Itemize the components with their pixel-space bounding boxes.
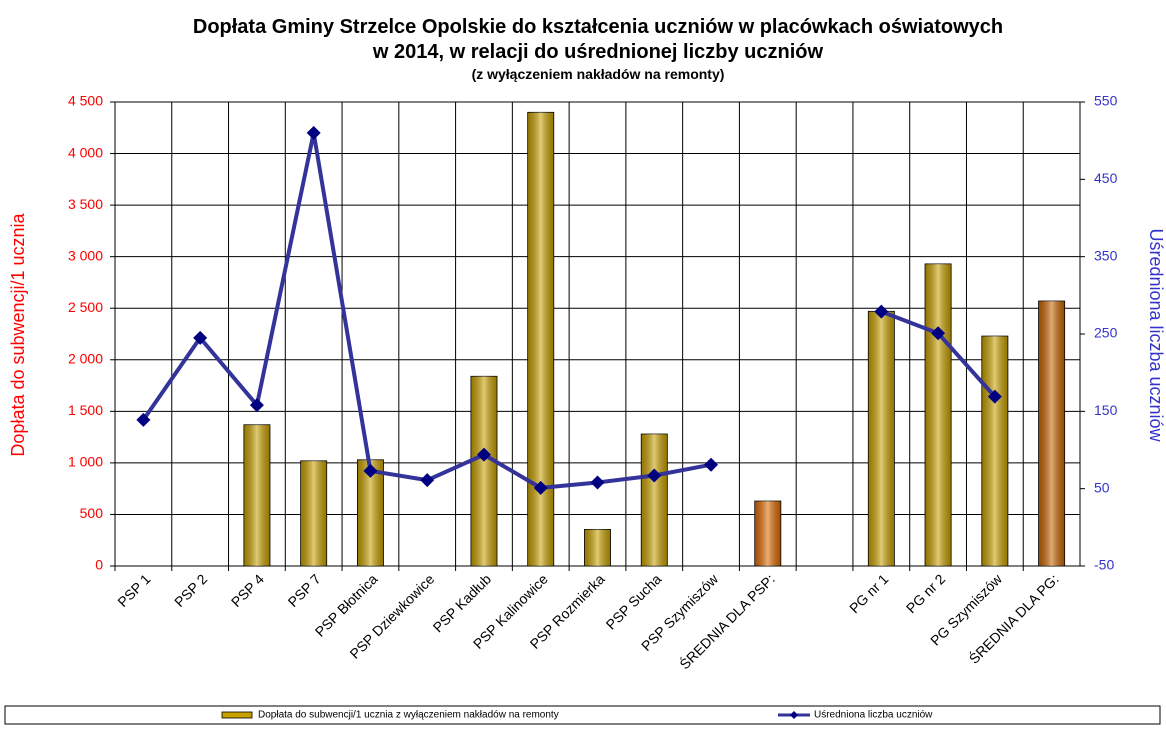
- bar-shade: [868, 311, 895, 566]
- line-marker: [590, 475, 605, 490]
- y-axis-title: Dopłata do subwencji/1 ucznia: [8, 212, 28, 456]
- bar-shade: [527, 112, 554, 567]
- chart-subtitle: (z wyłączeniem nakładów na remonty): [472, 66, 725, 82]
- y-tick-label: 500: [80, 505, 104, 521]
- y2-tick-label: 250: [1094, 325, 1118, 341]
- y2-tick-label: -50: [1094, 557, 1114, 573]
- line-marker: [533, 480, 548, 495]
- y-tick-label: 3 500: [68, 196, 103, 212]
- x-tick-label: PSP 1: [114, 571, 153, 610]
- y-tick-label: 2 000: [68, 350, 103, 366]
- bar-shade: [243, 424, 270, 566]
- legend-box: [4, 705, 1161, 725]
- y-tick-label: 4 500: [68, 93, 103, 109]
- x-tick-label: PG nr 1: [846, 571, 892, 617]
- line-marker: [987, 389, 1002, 404]
- line-marker: [704, 457, 719, 472]
- bar-shade: [1038, 301, 1065, 566]
- y-tick-label: 4 000: [68, 144, 103, 160]
- y-tick-label: 1 500: [68, 402, 103, 418]
- y2-axis-title: Uśredniona liczba uczniów: [1146, 228, 1166, 442]
- line-marker: [136, 412, 151, 427]
- x-tick-label: PSP Sucha: [603, 571, 665, 633]
- y-tick-label: 0: [95, 557, 103, 573]
- x-tick-label: PSP 7: [285, 571, 324, 610]
- bar-shade: [754, 501, 781, 566]
- chart-title: Dopłata Gminy Strzelce Opolskie do kszta…: [193, 16, 1003, 38]
- legend-label: Uśredniona liczba uczniów: [814, 710, 933, 721]
- bar-shade: [470, 376, 498, 566]
- line-marker: [363, 463, 378, 478]
- y-tick-label: 3 000: [68, 247, 103, 263]
- y2-tick-label: 50: [1094, 479, 1110, 495]
- line-marker: [476, 447, 491, 462]
- x-tick-label: PG nr 2: [903, 571, 949, 617]
- line-marker: [420, 473, 435, 488]
- y2-tick-label: 350: [1094, 247, 1118, 263]
- legend-label: Dopłata do subwencji/1 ucznia z wyłączen…: [258, 710, 559, 721]
- x-tick-label: PSP 4: [228, 571, 267, 610]
- y2-tick-label: 550: [1094, 93, 1118, 109]
- y2-tick-label: 450: [1094, 170, 1118, 186]
- bar-shade: [981, 336, 1008, 566]
- y-tick-label: 1 000: [68, 454, 103, 470]
- bar-shade: [925, 263, 952, 566]
- line-marker: [249, 398, 264, 413]
- line-marker: [306, 125, 321, 140]
- line-marker: [931, 326, 946, 341]
- y2-tick-label: 150: [1094, 402, 1118, 418]
- chart-title: w 2014, w relacji do uśrednionej liczby …: [372, 41, 824, 63]
- x-tick-label: PSP 2: [171, 571, 210, 610]
- line-marker: [193, 330, 208, 345]
- bar-shade: [300, 460, 327, 566]
- bar-shade: [584, 529, 611, 566]
- line-marker: [647, 468, 662, 483]
- legend-marker: [790, 711, 798, 719]
- line-marker: [874, 304, 889, 319]
- bar-shade: [641, 434, 668, 566]
- y-tick-label: 2 500: [68, 299, 103, 315]
- x-tick-label: ŚREDNIA DLA PSP:: [676, 570, 778, 672]
- legend-swatch: [221, 711, 253, 719]
